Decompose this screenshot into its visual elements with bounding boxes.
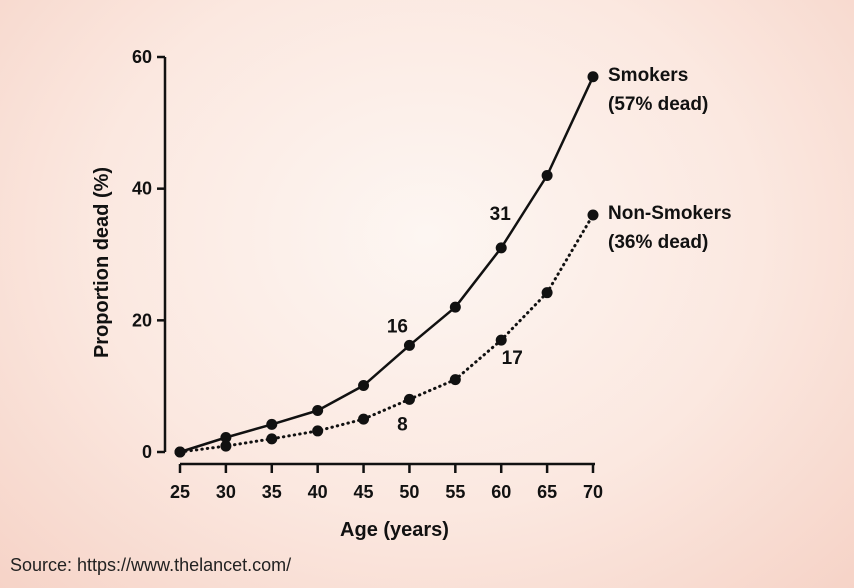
data-point-smokers — [312, 405, 324, 417]
data-point-smokers — [587, 71, 599, 83]
data-point-non-smokers — [312, 425, 324, 437]
data-point-smokers — [541, 170, 553, 181]
data-point-non-smokers — [495, 334, 507, 346]
data-point-smokers — [449, 301, 461, 313]
data-label: 31 — [490, 204, 512, 225]
data-point-smokers — [266, 418, 278, 430]
data-label: 8 — [397, 414, 408, 435]
source-note: Source: https://www.thelancet.com/ — [10, 555, 292, 575]
y-tick-label: 0 — [142, 442, 152, 462]
data-point-non-smokers — [220, 440, 232, 452]
data-point-non-smokers — [449, 374, 461, 386]
x-axis-title: Age (years) — [340, 519, 449, 541]
series-layer — [174, 71, 599, 458]
data-label: 16 — [387, 317, 408, 338]
x-tick-label: 25 — [170, 482, 190, 502]
x-tick-label: 40 — [308, 482, 328, 502]
data-point-non-smokers — [403, 393, 415, 405]
series-line-non-smokers — [178, 213, 595, 454]
labels-layer: Smokers (57% dead) Non-Smokers (36% dead) 16… — [387, 65, 732, 436]
x-tick-label: 55 — [445, 482, 465, 502]
legend-note: (36% dead) — [608, 232, 708, 253]
x-tick-label: 45 — [354, 482, 374, 502]
data-label: 17 — [502, 348, 523, 369]
legend-label: Smokers — [608, 65, 688, 86]
data-point-non-smokers — [358, 413, 370, 425]
data-point-smokers — [495, 242, 507, 254]
series-line-smokers — [178, 75, 595, 454]
data-point-smokers — [403, 339, 415, 351]
axes: 0 20 40 60 25 30 35 40 45 50 55 60 65 70 — [132, 47, 603, 502]
data-point-non-smokers — [587, 209, 599, 221]
x-tick-label: 70 — [583, 482, 603, 502]
x-tick-label: 30 — [216, 482, 236, 502]
y-tick-label: 60 — [132, 47, 152, 67]
data-point-smokers — [358, 380, 370, 392]
legend-note: (57% dead) — [608, 94, 708, 115]
data-point-non-smokers — [266, 433, 278, 445]
data-point-non-smokers — [174, 446, 186, 458]
y-axis-title: Proportion dead (%) — [91, 167, 113, 358]
x-tick-label: 60 — [491, 482, 511, 502]
y-tick-label: 20 — [132, 310, 152, 330]
x-tick-label: 65 — [537, 482, 557, 502]
data-point-smokers — [220, 432, 232, 444]
data-point-non-smokers — [541, 287, 553, 299]
y-tick-label: 40 — [132, 179, 152, 199]
legend-label: Non-Smokers — [608, 203, 732, 224]
x-tick-label: 35 — [262, 482, 282, 502]
x-tick-label: 50 — [399, 482, 419, 502]
